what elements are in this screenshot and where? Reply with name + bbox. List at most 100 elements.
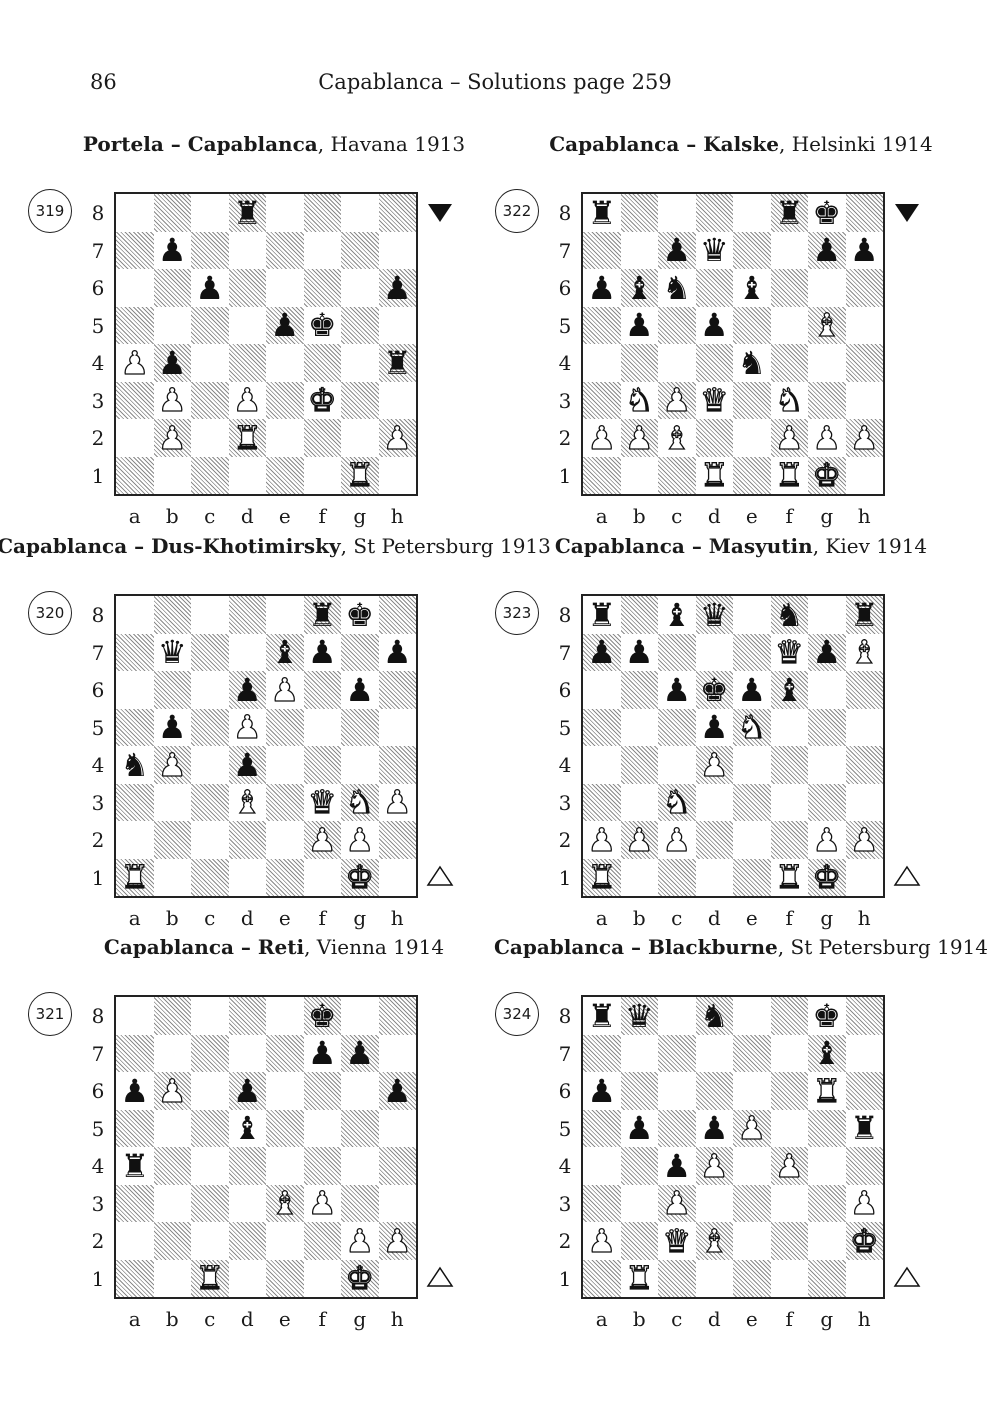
dark-square — [228, 344, 266, 382]
rank-label: 1 — [91, 463, 105, 488]
white-pawn-icon: ♟ — [662, 381, 692, 420]
black-pawn-icon: ♟ — [382, 633, 412, 672]
dark-square — [770, 419, 808, 457]
dark-square — [378, 821, 416, 859]
light-square — [341, 194, 379, 232]
light-square — [621, 1035, 659, 1073]
black-knight-icon: ♞ — [737, 343, 767, 382]
black-rook-icon: ♜ — [587, 595, 617, 634]
page-number: 86 — [90, 70, 117, 94]
white-queen-icon: ♛ — [699, 381, 729, 420]
white-rook-icon: ♜ — [774, 858, 804, 897]
file-label: a — [595, 906, 608, 930]
rank-label: 5 — [91, 1116, 105, 1141]
white-pawn-icon: ♟ — [849, 418, 879, 457]
light-square — [266, 269, 304, 307]
file-label: e — [278, 1307, 291, 1331]
white-pawn-icon: ♟ — [307, 1184, 337, 1223]
light-square — [191, 997, 229, 1035]
dark-square — [303, 194, 341, 232]
dark-square — [658, 1184, 696, 1222]
black-rook-icon: ♜ — [307, 595, 337, 634]
dark-square — [228, 1222, 266, 1260]
dark-square — [695, 821, 733, 859]
rank-label: 3 — [91, 790, 105, 815]
light-square — [116, 671, 154, 709]
light-square — [266, 596, 304, 634]
dark-square — [583, 708, 621, 746]
file-label: g — [353, 504, 367, 528]
light-square — [154, 307, 192, 345]
dark-square — [808, 633, 846, 671]
dark-square — [658, 456, 696, 494]
dark-square — [583, 1259, 621, 1297]
black-pawn-icon: ♟ — [662, 231, 692, 270]
light-square — [266, 1222, 304, 1260]
file-label: c — [204, 1307, 216, 1331]
dark-square — [303, 821, 341, 859]
black-king-icon: ♚ — [812, 193, 842, 232]
dark-square — [191, 633, 229, 671]
file-label: g — [353, 1307, 367, 1331]
rank-label: 5 — [558, 313, 572, 338]
white-pawn-icon: ♟ — [157, 1071, 187, 1110]
white-bishop-icon: ♝ — [699, 1221, 729, 1260]
light-square — [154, 1110, 192, 1148]
light-square — [266, 1072, 304, 1110]
dark-square — [153, 596, 191, 634]
dark-square — [341, 708, 379, 746]
dark-square — [583, 231, 621, 269]
dark-square — [266, 1259, 304, 1297]
white-pawn-icon: ♟ — [157, 745, 187, 784]
light-square — [191, 419, 229, 457]
black-pawn-icon: ♟ — [382, 1071, 412, 1110]
light-square — [379, 457, 417, 495]
light-square — [266, 194, 304, 232]
dark-square — [153, 997, 191, 1035]
dark-square — [378, 194, 416, 232]
dark-square — [620, 997, 658, 1035]
light-square — [379, 709, 417, 747]
dark-square — [770, 194, 808, 232]
light-square — [154, 1185, 192, 1223]
chess-board: ♜ ♚ ♛ ♝ ♟ ♟ ♟ ♟ ♟ ♟ ♟ ♞ ♟ ♟ ♝ ♛ ♞ ♟ ♟ ♟ ♜ ♚ 8 7 6 5 4 3 2 1 a b c d e f g h — [92, 594, 418, 930]
light-square — [154, 457, 192, 495]
dark-square — [845, 596, 883, 634]
black-pawn-icon: ♟ — [345, 670, 375, 709]
black-pawn-icon: ♟ — [232, 670, 262, 709]
light-square — [191, 596, 229, 634]
dark-square — [378, 746, 416, 784]
file-label: f — [785, 1307, 793, 1331]
white-bishop-icon: ♝ — [849, 633, 879, 672]
white-pawn-icon: ♟ — [849, 1184, 879, 1223]
rank-label: 2 — [91, 426, 105, 450]
dark-square — [266, 1034, 304, 1072]
file-label: d — [707, 504, 721, 528]
dark-square — [116, 783, 154, 821]
dark-square — [733, 1109, 771, 1147]
file-label: e — [278, 906, 291, 930]
dark-square — [620, 344, 658, 382]
white-king-icon: ♚ — [345, 858, 375, 897]
light-square — [733, 596, 771, 634]
black-pawn-icon: ♟ — [157, 708, 187, 747]
dark-square — [341, 1184, 379, 1222]
dark-square — [303, 269, 341, 307]
light-square — [621, 232, 659, 270]
dark-square — [228, 596, 266, 634]
rank-label: 6 — [558, 276, 572, 300]
black-bishop-icon: ♝ — [662, 595, 692, 634]
rank-label: 7 — [558, 1041, 572, 1066]
dark-square — [303, 596, 341, 634]
dark-square — [116, 231, 154, 269]
dark-square — [228, 821, 266, 859]
rank-label: 4 — [558, 1154, 572, 1178]
dark-square — [620, 1222, 658, 1260]
white-rook-icon: ♜ — [232, 418, 262, 457]
file-label: h — [390, 504, 404, 528]
dark-square — [378, 1222, 416, 1260]
file-label: g — [820, 504, 834, 528]
dark-square — [695, 194, 733, 232]
dark-square — [733, 231, 771, 269]
light-square — [229, 232, 267, 270]
